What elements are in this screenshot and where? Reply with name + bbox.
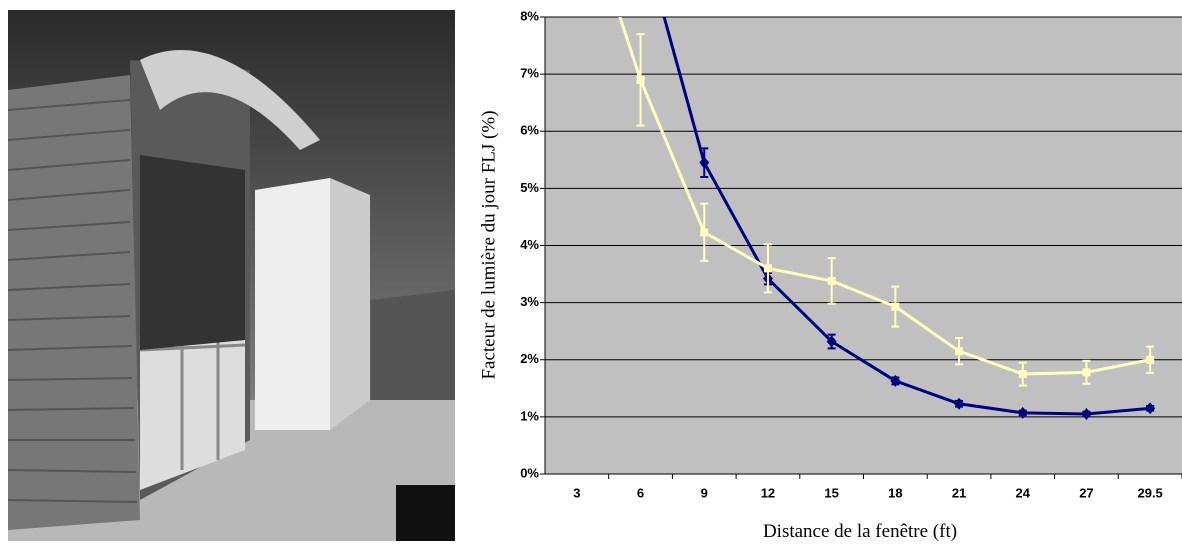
marker <box>1018 370 1027 379</box>
x-tick-label: 27 <box>1079 485 1093 500</box>
marker <box>700 228 709 237</box>
y-tick-label: 8% <box>520 8 539 23</box>
y-tick-label: 3% <box>520 294 539 309</box>
marker <box>699 156 710 169</box>
y-tick-label: 7% <box>520 66 539 81</box>
marker <box>1082 368 1091 377</box>
x-tick-label: 12 <box>761 485 775 500</box>
y-tick-label: 0% <box>520 465 539 480</box>
marker <box>891 302 900 311</box>
marker <box>826 335 837 348</box>
x-tick-label: 9 <box>701 485 708 500</box>
x-tick-label: 3 <box>573 485 580 500</box>
marker <box>1017 406 1028 419</box>
marker <box>636 75 645 84</box>
x-tick-label: 24 <box>1016 485 1031 500</box>
x-tick-label: 15 <box>824 485 838 500</box>
x-tick-label: 18 <box>888 485 902 500</box>
marker <box>954 397 965 410</box>
y-tick-label: 5% <box>520 180 539 195</box>
y-tick-label: 4% <box>520 237 539 252</box>
marker <box>763 264 772 273</box>
y-tick-label: 1% <box>520 408 539 423</box>
marker <box>1081 408 1092 421</box>
x-tick-label: 29.5 <box>1137 485 1162 500</box>
y-tick-label: 6% <box>520 123 539 138</box>
y-axis-title: Facteur de lumière du jour FLJ (%) <box>478 110 499 379</box>
marker <box>1145 402 1156 415</box>
photo <box>7 10 455 541</box>
marker <box>827 276 836 285</box>
x-axis-title: Distance de la fenêtre (ft) <box>763 521 957 542</box>
marker <box>890 374 901 387</box>
marker <box>955 347 964 356</box>
x-tick-label: 6 <box>637 485 644 500</box>
series-line <box>618 17 1151 376</box>
marker <box>1146 355 1155 364</box>
x-tick-label: 21 <box>952 485 966 500</box>
y-tick-label: 2% <box>520 351 539 366</box>
